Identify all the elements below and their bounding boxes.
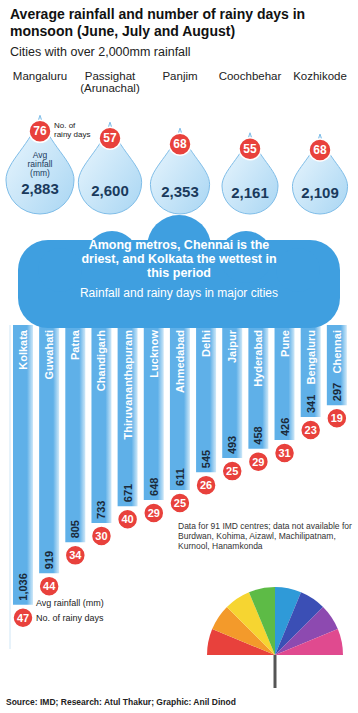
svg-text:55: 55 <box>243 142 257 156</box>
svg-text:341: 341 <box>305 395 317 413</box>
svg-text:733: 733 <box>95 501 107 519</box>
html-text:Average rainfall and number of: Average rainfall and number of rainy day… <box>10 6 306 39</box>
svg-text:40: 40 <box>121 513 133 525</box>
html-text:Passighat (Arunachal): Passighat (Arunachal) <box>80 70 140 94</box>
svg-text:76: 76 <box>33 124 47 138</box>
svg-text:671: 671 <box>122 484 134 502</box>
svg-text:Avg rainfall (mm): Avg rainfall (mm) <box>36 598 104 608</box>
svg-text:Thiruvananthapuram: Thiruvananthapuram <box>122 330 134 440</box>
html-text:Kozhikode: Kozhikode <box>293 70 347 82</box>
svg-text:Avgrainfall(mm): Avgrainfall(mm) <box>27 150 52 178</box>
svg-text:493: 493 <box>226 436 238 454</box>
svg-text:648: 648 <box>148 478 160 496</box>
svg-text:29: 29 <box>252 456 264 468</box>
svg-text:2,109: 2,109 <box>301 184 339 201</box>
svg-text:Bengaluru: Bengaluru <box>305 330 317 384</box>
html-text:Data for 91 IMD centres; data: Data for 91 IMD centres; data not availa… <box>178 521 352 551</box>
svg-text:30: 30 <box>95 530 107 542</box>
svg-text:25: 25 <box>174 497 186 509</box>
svg-text:297: 297 <box>331 383 343 401</box>
svg-text:Hyderabad: Hyderabad <box>252 330 264 387</box>
html-text:Coochbehar: Coochbehar <box>218 70 282 82</box>
svg-text:34: 34 <box>69 549 82 561</box>
svg-text:29: 29 <box>148 507 160 519</box>
svg-text:2,883: 2,883 <box>21 180 59 197</box>
svg-text:Pune: Pune <box>279 330 291 357</box>
svg-text:545: 545 <box>200 450 212 468</box>
svg-text:25: 25 <box>226 465 238 477</box>
svg-text:Chennai: Chennai <box>331 330 343 373</box>
svg-text:1,036: 1,036 <box>17 573 29 601</box>
svg-text:919: 919 <box>43 551 55 569</box>
svg-text:31: 31 <box>278 447 290 459</box>
svg-text:19: 19 <box>331 412 343 424</box>
svg-text:23: 23 <box>305 424 317 436</box>
svg-text:Kolkata: Kolkata <box>17 329 29 370</box>
svg-text:Guwahati: Guwahati <box>43 330 55 380</box>
html-text:Source: IMD; Research: Atul Th: Source: IMD; Research: Atul Thakur; Grap… <box>6 697 236 707</box>
svg-text:611: 611 <box>174 468 186 486</box>
svg-text:458: 458 <box>252 426 264 444</box>
svg-text:Patna: Patna <box>69 329 81 360</box>
svg-text:68: 68 <box>173 137 187 151</box>
svg-text:426: 426 <box>279 418 291 436</box>
svg-text:57: 57 <box>103 131 117 145</box>
html-text:Cities with over 2,000mm rainf: Cities with over 2,000mm rainfall <box>10 45 191 59</box>
svg-text:Ahmedabad: Ahmedabad <box>174 330 186 393</box>
svg-text:Chandigarh: Chandigarh <box>95 330 107 391</box>
svg-text:Jaipur: Jaipur <box>226 329 238 363</box>
svg-text:47: 47 <box>17 612 29 624</box>
svg-text:44: 44 <box>43 580 56 592</box>
html-text:Panjim: Panjim <box>162 70 198 82</box>
svg-text:No. of rainy days: No. of rainy days <box>36 613 104 623</box>
svg-text:2,353: 2,353 <box>161 183 199 200</box>
svg-text:26: 26 <box>200 479 212 491</box>
svg-text:Lucknow: Lucknow <box>148 330 160 378</box>
svg-text:2,600: 2,600 <box>91 182 129 199</box>
html-text:Mangaluru: Mangaluru <box>12 70 68 82</box>
svg-text:No. ofrainy days: No. ofrainy days <box>54 121 90 139</box>
svg-text:2,161: 2,161 <box>231 184 269 201</box>
html-text:Rainfall and rainy days in maj: Rainfall and rainy days in major cities <box>80 286 278 300</box>
svg-text:Delhi: Delhi <box>200 330 212 357</box>
html-text:Among metros, Chennai is the d: Among metros, Chennai is the driest, and… <box>81 238 277 280</box>
svg-text:805: 805 <box>69 520 81 538</box>
svg-text:68: 68 <box>313 143 327 157</box>
